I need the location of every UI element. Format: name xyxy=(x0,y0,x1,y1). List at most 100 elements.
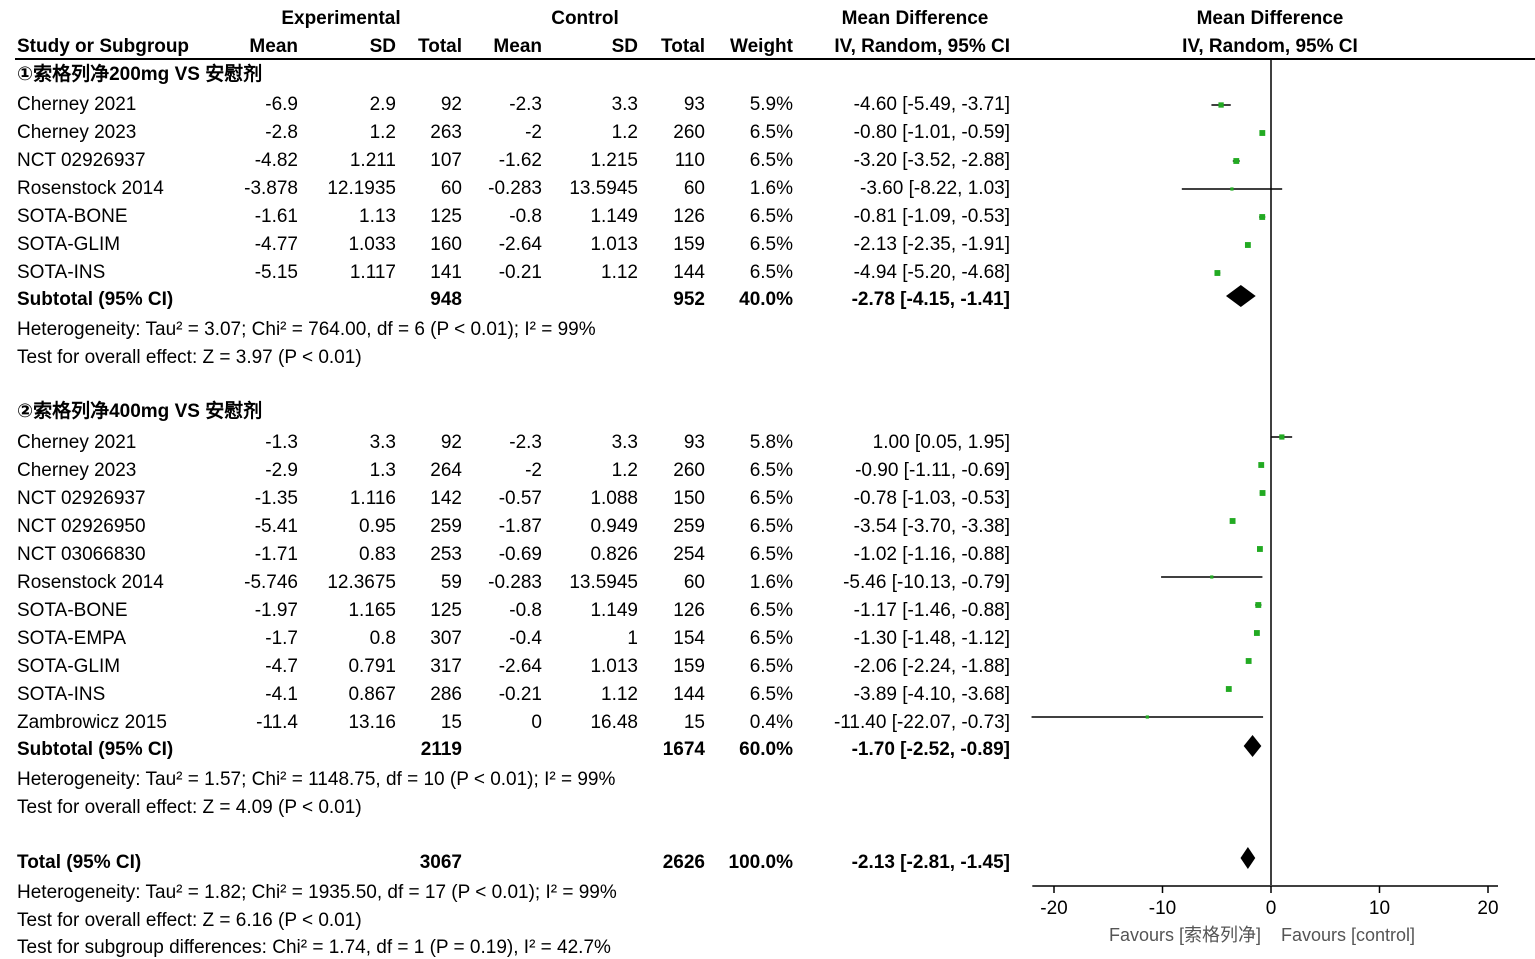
point-estimate xyxy=(1225,686,1232,692)
g1-row2-study: Cherney 2023 xyxy=(17,122,137,143)
g1-row5-c-sd: 1.149 xyxy=(590,206,638,227)
g2-row6-c-total: 60 xyxy=(683,572,705,593)
x-tick-label: 0 xyxy=(1266,898,1277,919)
g2-row7-weight: 6.5% xyxy=(749,600,793,621)
g2-row9-c-mean: -2.64 xyxy=(498,656,542,677)
g1-row4-c-mean: -0.283 xyxy=(488,178,542,199)
g1-row4-ci: -3.60 [-8.22, 1.03] xyxy=(860,178,1010,199)
g2-row6-e-total: 59 xyxy=(440,572,462,593)
g1-subtotal-ci: -2.78 [-4.15, -1.41] xyxy=(851,289,1010,310)
g1-row4-e-mean: -3.878 xyxy=(244,178,298,199)
g2-row8-ci: -1.30 [-1.48, -1.12] xyxy=(853,628,1010,649)
g1-row5-study: SOTA-BONE xyxy=(17,206,128,227)
g2-row8-weight: 6.5% xyxy=(749,628,793,649)
x-tick-label: -20 xyxy=(1040,898,1067,919)
g2-row6-c-sd: 13.5945 xyxy=(569,572,638,593)
g2-subtotal-c-total: 1674 xyxy=(662,739,705,760)
g1-row5-c-mean: -0.8 xyxy=(509,206,542,227)
g2-row3-weight: 6.5% xyxy=(749,488,793,509)
g2-row3-c-total: 150 xyxy=(673,488,705,509)
point-estimate xyxy=(1244,242,1251,248)
g1-row7-e-total: 141 xyxy=(430,262,462,283)
point-estimate xyxy=(1229,518,1236,524)
g1-overall-effect: Test for overall effect: Z = 3.97 (P < 0… xyxy=(17,347,362,368)
subgroup-differences: Test for subgroup differences: Chi² = 1.… xyxy=(17,937,611,958)
point-estimate xyxy=(1279,434,1285,440)
g1-row3-c-mean: -1.62 xyxy=(498,150,542,171)
g2-row8-study: SOTA-EMPA xyxy=(17,628,127,649)
g1-row1-c-mean: -2.3 xyxy=(509,94,542,115)
total-c-total: 2626 xyxy=(662,852,705,873)
g2-row8-e-sd: 0.8 xyxy=(369,628,396,649)
g2-row1-e-mean: -1.3 xyxy=(265,432,298,453)
g2-subtotal-e-total: 2119 xyxy=(420,739,462,760)
g2-row9-e-total: 317 xyxy=(430,656,462,677)
g2-row5-c-mean: -0.69 xyxy=(498,544,542,565)
g1-subtotal-weight: 40.0% xyxy=(739,289,793,310)
g2-heterogeneity: Heterogeneity: Tau² = 1.57; Chi² = 1148.… xyxy=(17,769,616,790)
point-estimate xyxy=(1253,630,1260,636)
g2-row6-study: Rosenstock 2014 xyxy=(17,572,164,593)
point-estimate xyxy=(1230,187,1234,191)
g2-row11-e-mean: -11.4 xyxy=(256,712,298,733)
md-header: Mean Difference xyxy=(841,8,989,29)
g2-row6-e-sd: 12.3675 xyxy=(327,572,396,593)
g2-row2-c-total: 260 xyxy=(673,460,705,481)
col-exp-total-header: Total xyxy=(418,36,462,57)
g2-row2-e-total: 264 xyxy=(430,460,462,481)
g1-row7-ci: -4.94 [-5.20, -4.68] xyxy=(853,262,1010,283)
g2-row3-e-sd: 1.116 xyxy=(349,488,396,509)
g2-row7-study: SOTA-BONE xyxy=(17,600,128,621)
g2-row6-c-mean: -0.283 xyxy=(488,572,542,593)
g2-row8-e-mean: -1.7 xyxy=(265,628,298,649)
g1-row6-study: SOTA-GLIM xyxy=(17,234,121,255)
g2-row3-study: NCT 02926937 xyxy=(17,488,146,509)
col-exp-mean-header: Mean xyxy=(249,36,298,57)
control-header: Control xyxy=(551,8,619,29)
g2-subtotal-ci: -1.70 [-2.52, -0.89] xyxy=(851,739,1010,760)
point-estimate xyxy=(1218,102,1224,108)
g1-row3-weight: 6.5% xyxy=(749,150,793,171)
g2-row3-c-sd: 1.088 xyxy=(590,488,638,509)
g1-row7-c-mean: -0.21 xyxy=(498,262,542,283)
total-heterogeneity: Heterogeneity: Tau² = 1.82; Chi² = 1935.… xyxy=(17,882,617,903)
g2-subtotal-label: Subtotal (95% CI) xyxy=(17,739,174,760)
total-weight: 100.0% xyxy=(728,852,793,873)
g1-subtotal-e-total: 948 xyxy=(430,289,462,310)
g2-row9-e-mean: -4.7 xyxy=(265,656,298,677)
point-estimate xyxy=(1214,270,1221,276)
g2-row10-c-sd: 1.12 xyxy=(601,684,638,705)
g2-row2-ci: -0.90 [-1.11, -0.69] xyxy=(855,460,1010,481)
g1-row2-c-sd: 1.2 xyxy=(611,122,638,143)
g1-row2-c-mean: -2 xyxy=(525,122,542,143)
point-estimate xyxy=(1233,158,1240,164)
g1-row2-ci: -0.80 [-1.01, -0.59] xyxy=(853,122,1010,143)
g2-row5-ci: -1.02 [-1.16, -0.88] xyxy=(853,544,1010,565)
x-tick-label: -10 xyxy=(1149,898,1176,919)
point-estimate xyxy=(1259,490,1266,496)
point-estimate xyxy=(1259,214,1266,220)
g2-row4-c-sd: 0.949 xyxy=(590,516,638,537)
g2-row2-e-mean: -2.9 xyxy=(265,460,298,481)
g2-row3-e-mean: -1.35 xyxy=(254,488,298,509)
g2-row9-e-sd: 0.791 xyxy=(348,656,396,677)
g2-row11-weight: 0.4% xyxy=(749,712,793,733)
g2-row11-ci: -11.40 [-22.07, -0.73] xyxy=(833,712,1010,733)
g2-row4-weight: 6.5% xyxy=(749,516,793,537)
g2-row5-c-total: 254 xyxy=(673,544,705,565)
g2-row10-e-sd: 0.867 xyxy=(348,684,396,705)
g1-row5-e-sd: 1.13 xyxy=(359,206,396,227)
g1-row1-e-sd: 2.9 xyxy=(369,94,396,115)
g2-row1-c-sd: 3.3 xyxy=(611,432,638,453)
point-estimate xyxy=(1245,658,1252,664)
point-estimate xyxy=(1210,575,1214,579)
g2-row4-c-mean: -1.87 xyxy=(498,516,542,537)
g2-row9-c-sd: 1.013 xyxy=(590,656,638,677)
g2-row6-weight: 1.6% xyxy=(749,572,793,593)
g1-row7-e-mean: -5.15 xyxy=(254,262,298,283)
g2-row7-c-total: 126 xyxy=(673,600,705,621)
g1-row7-weight: 6.5% xyxy=(749,262,793,283)
g1-row5-c-total: 126 xyxy=(673,206,705,227)
g2-row9-weight: 6.5% xyxy=(749,656,793,677)
g2-row4-study: NCT 02926950 xyxy=(17,516,146,537)
